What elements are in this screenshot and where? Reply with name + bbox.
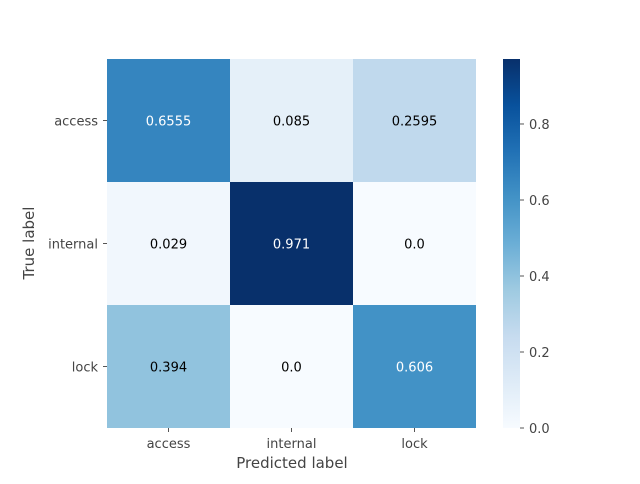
colorbar-tick-label: 0.0 [529,422,550,437]
heatmap-cell [230,182,353,305]
heatmap-cell [230,305,353,428]
heatmap-cell [353,59,476,182]
colorbar-tick-label: 0.4 [529,270,550,285]
heatmap-cell [107,182,230,305]
colorbar-tick-label: 0.2 [529,346,550,361]
cell-value-label: 0.971 [273,238,310,253]
colorbar-tick-label: 0.6 [529,194,550,209]
cell-value-label: 0.0 [404,238,425,253]
colorbar-ticks: 0.0 0.2 0.4 0.6 0.8 [520,118,550,437]
y-tick-label: internal [48,238,98,253]
x-tick-label: access [147,437,191,452]
heatmap-cell [353,182,476,305]
colorbar-tick-label: 0.8 [529,118,550,133]
x-axis-label: Predicted label [236,454,347,472]
heatmap-cell [230,59,353,182]
y-tick-label: access [54,115,98,130]
x-tick-label: lock [401,437,428,452]
x-tick-label: internal [267,437,317,452]
y-tick-label: lock [72,361,99,376]
heatmap-cells: 0.6555 0.085 0.2595 0.029 0.971 0.0 0.394 0.0 0.… [107,59,476,428]
y-tick-labels: access internal lock [48,115,107,376]
cell-value-label: 0.394 [150,361,187,376]
y-axis-label: True label [20,207,38,281]
cell-value-label: 0.0 [281,361,302,376]
cell-value-label: 0.606 [396,361,433,376]
colorbar [503,59,520,428]
cell-value-label: 0.6555 [146,115,192,130]
cell-value-label: 0.085 [273,115,310,130]
heatmap-cell [353,305,476,428]
heatmap-cell [107,59,230,182]
cell-value-label: 0.029 [150,238,187,253]
x-tick-labels: access internal lock [147,428,428,452]
cell-value-label: 0.2595 [392,115,438,130]
heatmap-cell [107,305,230,428]
